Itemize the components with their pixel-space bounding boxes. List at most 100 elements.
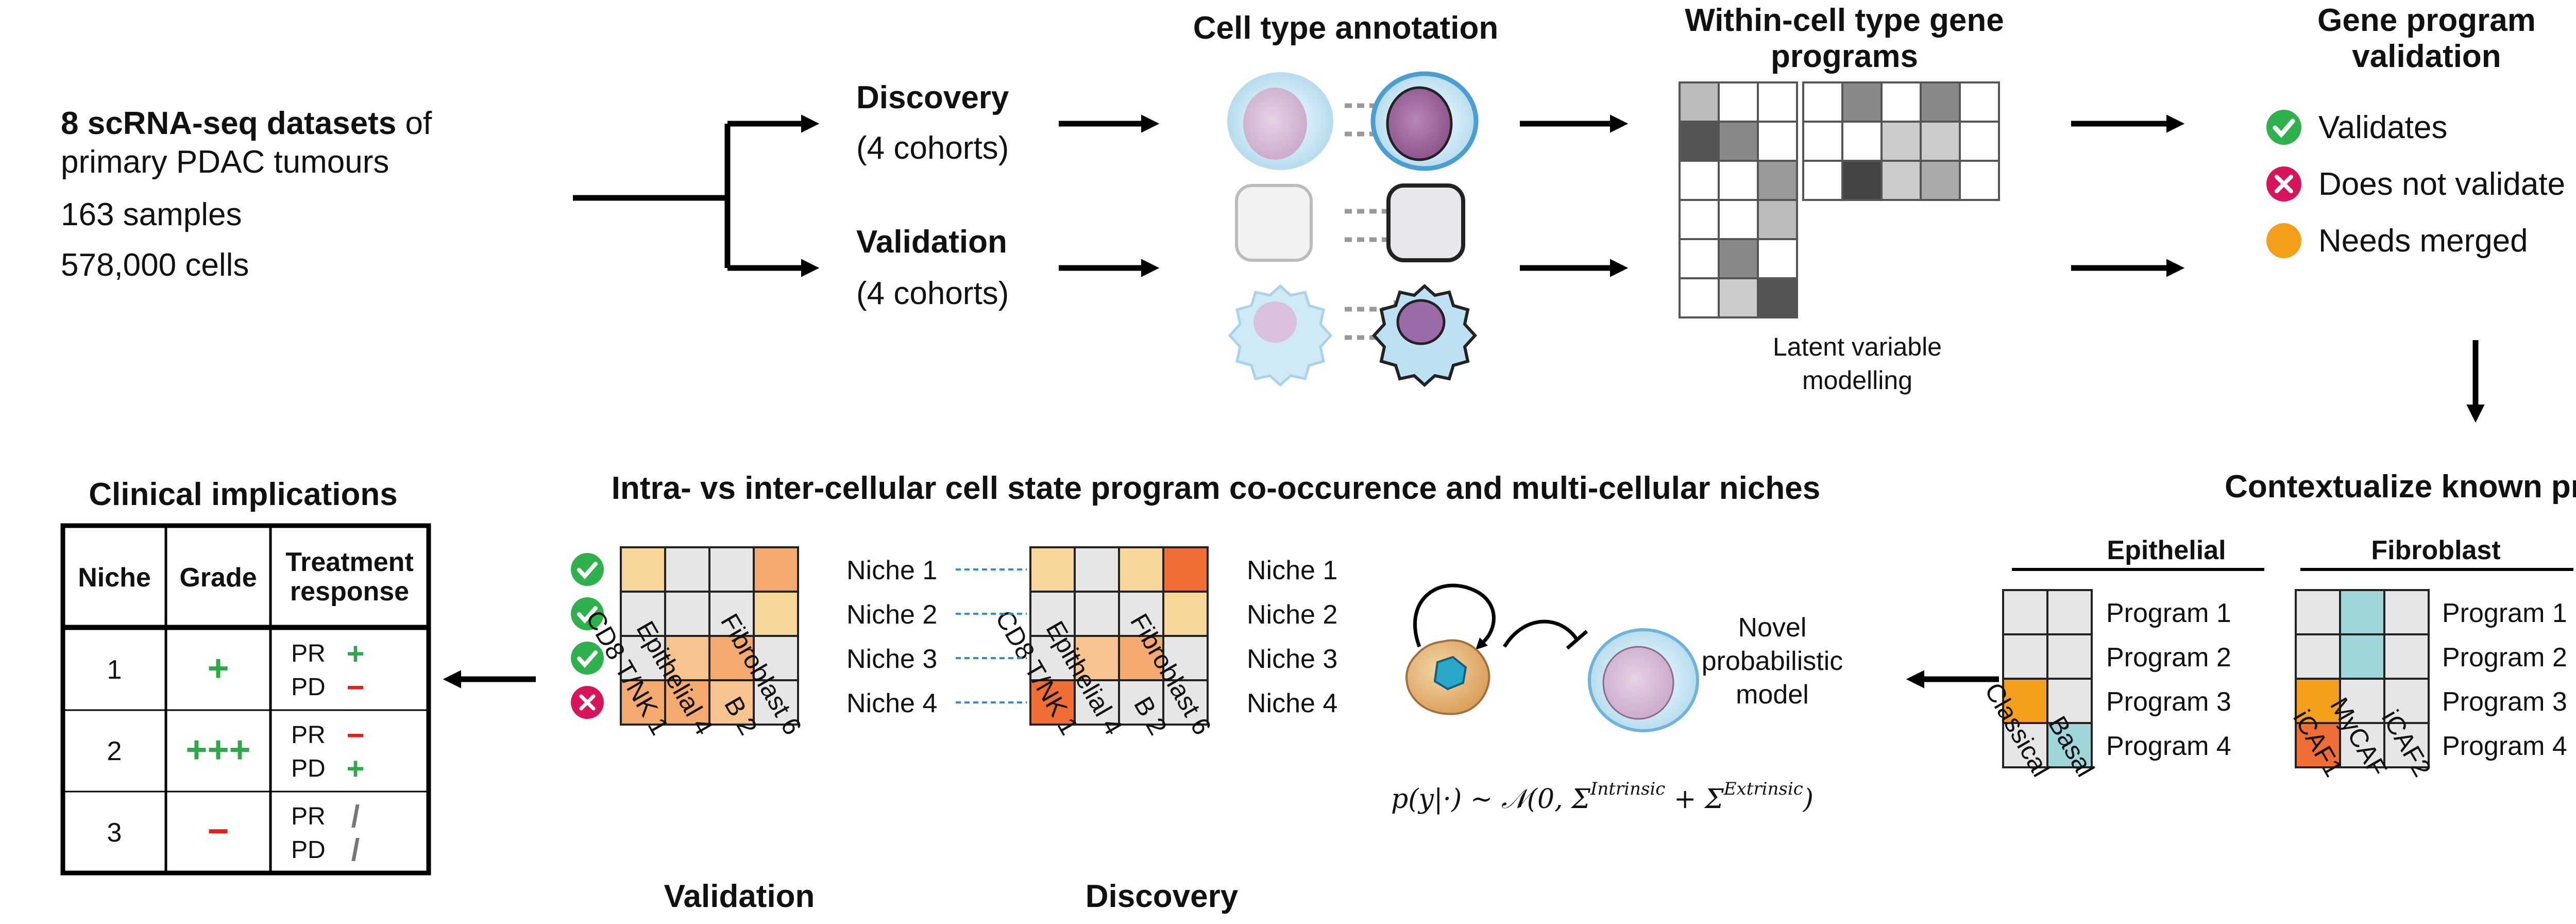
discovery-niche-cell [1074, 591, 1120, 637]
pr-label: PR [291, 640, 326, 667]
programs-title-line1: Within-cell type gene [1685, 3, 2004, 38]
epithelial-cell [2002, 633, 2048, 680]
validation-niche-cell [620, 546, 666, 593]
fibroblast-header: Fibroblast [2371, 535, 2500, 565]
programs-caption-line2: modelling [1802, 366, 1912, 395]
niches-title: Intra- vs inter-cellular cell state prog… [612, 471, 1820, 506]
cohort-labels: Discovery (4 cohorts) Validation (4 coho… [856, 80, 1009, 311]
validation-niche-cell [664, 591, 710, 637]
datasets-line1: 8 scRNA-seq datasets of [61, 106, 432, 141]
epithelial-cell [2002, 722, 2048, 768]
matrix-cell [1679, 199, 1720, 240]
matrix-cell [1757, 121, 1798, 162]
grade-value: − [207, 811, 229, 852]
matrix-cell [1679, 277, 1720, 318]
programs-title-line2: programs [1771, 39, 1918, 74]
validation-cohorts: (4 cohorts) [856, 276, 1009, 311]
validation-label: Validation [856, 224, 1007, 260]
fibroblast-program-label: Program 2 [2442, 643, 2567, 673]
epithelial-cell [2046, 722, 2093, 768]
validation-niche-cell [753, 591, 799, 637]
matrix-cell [1802, 81, 1843, 123]
contextualize-title: Contextualize known programs [2225, 469, 2576, 505]
fibroblast-cell [2383, 589, 2430, 635]
epithelial-program-label: Program 2 [2106, 643, 2231, 673]
matrix-cell [1920, 121, 1961, 162]
epithelial-cell [2046, 589, 2093, 635]
datasets-cells: 578,000 cells [61, 247, 249, 283]
pink-cell-unlabelled [1227, 72, 1333, 170]
inhibition-arrow [1503, 619, 1578, 648]
validation-niche-cell [753, 635, 799, 681]
blue-cell-unlabelled [1228, 284, 1333, 387]
tan-cell [1405, 639, 1490, 715]
minus-sign: − [346, 670, 364, 704]
header-treatment: Treatment [285, 547, 414, 577]
plus-sign: + [346, 751, 364, 786]
discovery-niche-cell [1118, 591, 1164, 637]
niche-status-icons [571, 553, 604, 719]
matrix-cell [1718, 81, 1759, 123]
fibroblast-panel: Fibroblast Program 1 Program 2 Program 3 Pro… [2287, 535, 2573, 782]
fibroblast-cell [2383, 633, 2430, 680]
matrix-cell [1757, 238, 1798, 279]
validation-niche-cell [753, 679, 799, 726]
matrix-cell [1920, 81, 1961, 123]
check-icon [2266, 110, 2301, 145]
matrix-cell [1679, 238, 1720, 279]
pd-label: PD [291, 674, 326, 701]
validation-niche-cell [664, 546, 710, 593]
matrix-cell [1718, 277, 1759, 318]
blue-cell-labelled [1371, 283, 1478, 388]
dotted-arrows-2 [1345, 202, 1412, 249]
matrix-cell [1679, 81, 1720, 123]
grade-value: +++ [185, 729, 250, 770]
latent-matrices [1679, 81, 2000, 318]
discovery-label: Discovery [856, 80, 1009, 115]
epithelial-program-label: Program 3 [2106, 687, 2231, 717]
validation-niche-label: Niche 3 [846, 644, 937, 674]
fibroblast-cell [2383, 678, 2430, 724]
niche-dashed-links [956, 568, 1027, 703]
validation-niche-cell [753, 546, 799, 593]
legend-needs-merged: Needs merged [2318, 223, 2528, 259]
discovery-niche-cell [1029, 679, 1076, 726]
matrix-cell [1757, 81, 1798, 123]
check-icon [571, 553, 604, 586]
clinical-title: Clinical implications [89, 477, 397, 512]
epithelial-header: Epithelial [2107, 535, 2226, 565]
fibroblast-program-label: Program 3 [2442, 687, 2567, 717]
self-loop-arrow [1413, 583, 1496, 650]
matrix-cell [1718, 160, 1759, 201]
pink-blue-cell [1588, 628, 1699, 732]
dot-icon [2266, 223, 2301, 258]
header-niche: Niche [78, 563, 151, 593]
validation-title-line1: Gene program [2317, 3, 2536, 38]
discovery-niche-cell [1162, 546, 1209, 593]
minus-sign: − [346, 718, 364, 752]
model-label-line1: Novel [1738, 613, 1807, 643]
validation-niche-label: Niche 1 [846, 556, 937, 585]
discovery-niche-cell [1074, 546, 1120, 593]
programs-caption-line1: Latent variable [1773, 332, 1942, 361]
matrix-cell [1757, 160, 1798, 201]
cross-icon [571, 686, 604, 719]
epithelial-panel: Epithelial Program 1 Program 2 Program 3 Pro… [1979, 535, 2264, 782]
epithelial-cell [2046, 633, 2093, 680]
discovery-niche-label: Niche 4 [1247, 688, 1337, 718]
validation-niche-label: Niche 2 [846, 600, 937, 630]
datasets-samples: 163 samples [61, 197, 242, 232]
check-icon [571, 597, 604, 630]
fibroblast-cell [2383, 722, 2430, 768]
discovery-niche-cell [1029, 546, 1076, 593]
clinical-table-border [60, 523, 431, 876]
epithelial-program-label: Program 4 [2106, 731, 2231, 761]
discovery-niche-cell [1162, 635, 1209, 681]
plus-sign: + [346, 636, 364, 671]
validation-niche-cell [708, 546, 755, 593]
niche-number: 3 [107, 818, 122, 848]
fibroblast-cell [2295, 722, 2341, 768]
grey-cell-unlabelled [1235, 184, 1313, 262]
model-label-line3: model [1736, 680, 1809, 710]
